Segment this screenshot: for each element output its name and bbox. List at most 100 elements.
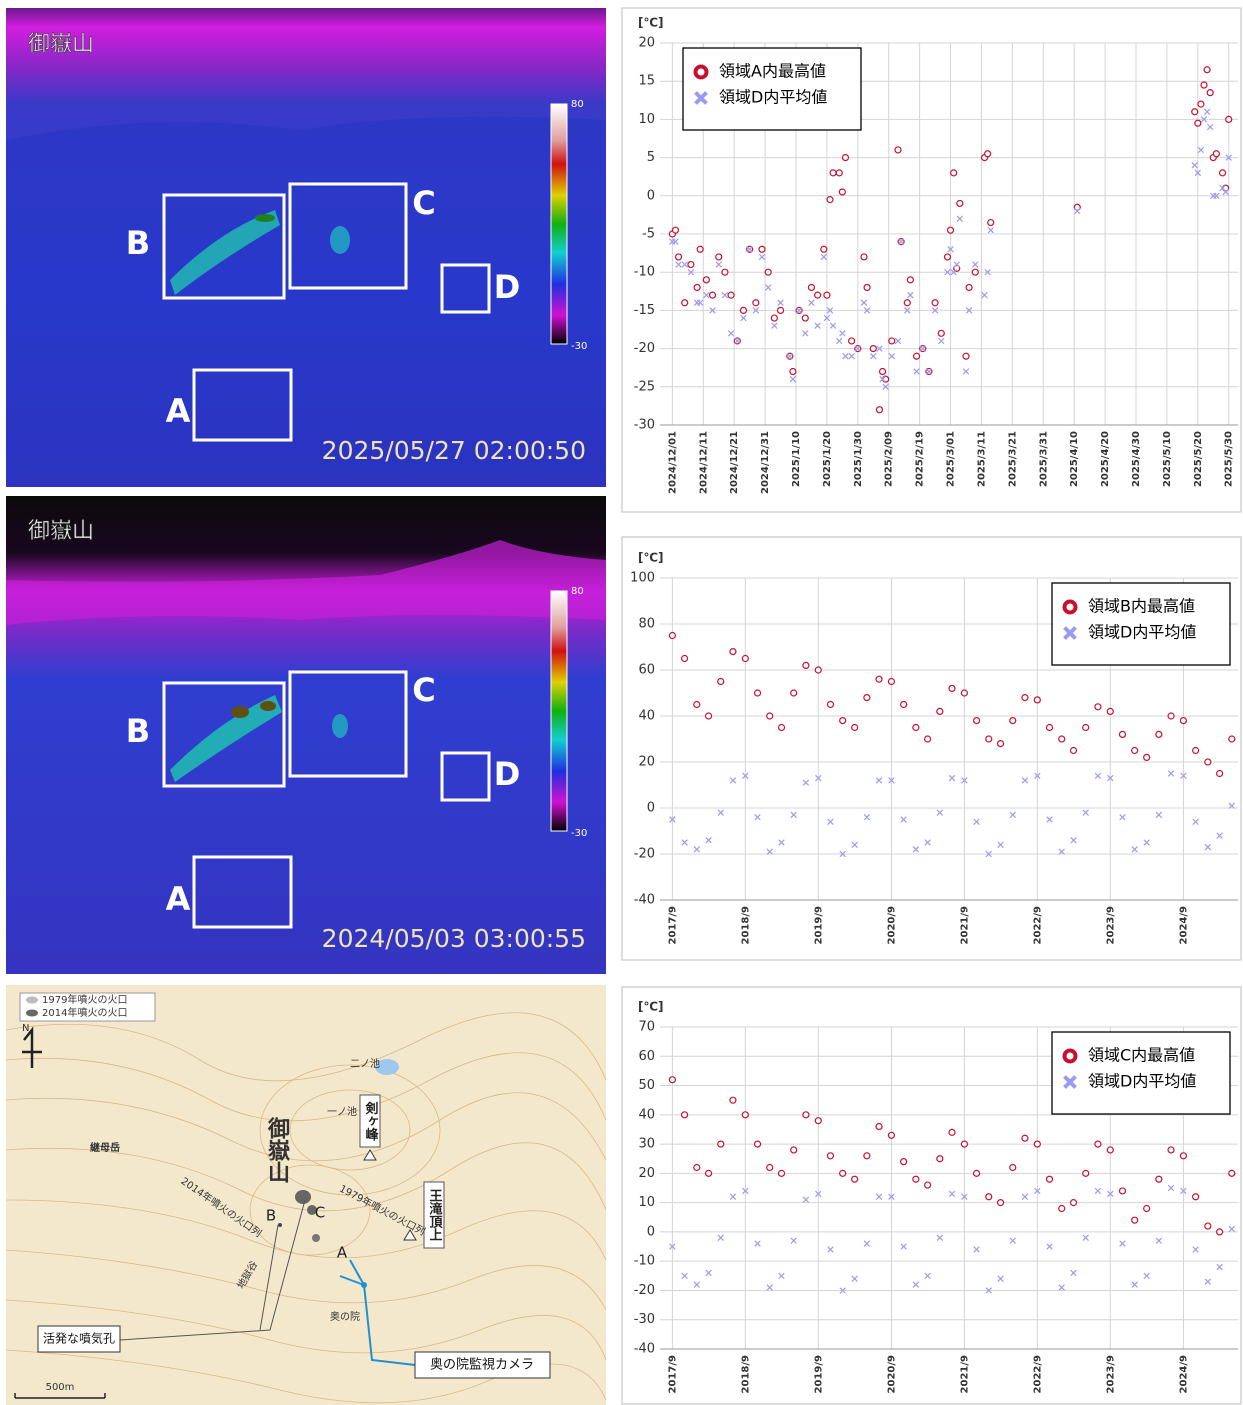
data-point bbox=[687, 268, 695, 276]
callout bbox=[359, 1094, 381, 1148]
summit-marker bbox=[403, 1229, 417, 1241]
data-point bbox=[984, 268, 991, 276]
data-point bbox=[802, 330, 809, 337]
data-point bbox=[948, 774, 956, 782]
data-point bbox=[778, 839, 785, 846]
data-point bbox=[931, 307, 939, 314]
data-point bbox=[1107, 774, 1114, 782]
legend-swatch bbox=[26, 1009, 38, 1017]
data-point bbox=[900, 1158, 908, 1166]
data-point bbox=[851, 1275, 858, 1282]
x-tick-label: 2025/1/20 bbox=[822, 431, 833, 487]
data-point bbox=[693, 700, 701, 709]
data-point bbox=[1228, 1169, 1236, 1177]
data-point bbox=[1118, 730, 1127, 739]
data-point bbox=[807, 283, 816, 292]
data-point bbox=[669, 1243, 676, 1250]
x-tick-label: 2025/3/21 bbox=[1007, 431, 1018, 487]
data-point bbox=[709, 307, 716, 314]
region-box bbox=[162, 193, 286, 300]
data-point bbox=[693, 283, 701, 292]
data-point bbox=[1119, 813, 1126, 821]
camera-view bbox=[339, 1259, 416, 1366]
data-point bbox=[1045, 723, 1054, 732]
data-point bbox=[1143, 753, 1151, 762]
thermal-image: 御嶽山 A B C D 80 -30 2024/05/03 03:00:55 bbox=[6, 496, 606, 974]
data-point bbox=[950, 169, 958, 177]
x-tick-label: 2024/9 bbox=[1178, 906, 1189, 944]
data-point bbox=[996, 1199, 1005, 1207]
y-tick-label: 60 bbox=[638, 663, 655, 678]
data-point bbox=[1058, 1284, 1065, 1291]
data-point bbox=[839, 850, 846, 858]
data-point bbox=[1082, 1169, 1090, 1177]
image-title: 御嶽山 bbox=[28, 519, 94, 544]
data-point bbox=[906, 276, 914, 284]
data-point bbox=[764, 268, 772, 276]
data-point bbox=[854, 345, 862, 352]
data-point bbox=[764, 284, 772, 291]
north-label: N bbox=[22, 1023, 29, 1034]
data-point bbox=[693, 1163, 701, 1172]
data-point bbox=[919, 345, 926, 352]
summit-marker bbox=[363, 1149, 377, 1161]
data-point bbox=[965, 307, 973, 314]
data-point bbox=[1203, 108, 1211, 115]
data-point bbox=[956, 199, 964, 208]
data-point bbox=[820, 245, 828, 253]
data-point bbox=[1197, 146, 1205, 154]
legend-marker bbox=[1063, 626, 1077, 640]
data-point bbox=[674, 253, 683, 261]
data-point bbox=[875, 406, 884, 414]
data-point bbox=[826, 700, 835, 709]
data-point bbox=[1021, 693, 1029, 702]
data-point bbox=[1212, 150, 1220, 158]
data-point bbox=[936, 707, 944, 716]
hot-spot bbox=[255, 214, 275, 222]
data-point bbox=[863, 1240, 871, 1247]
y-tick-label: 10 bbox=[638, 112, 655, 127]
legend-label: 1979年噴火の火口 bbox=[42, 993, 127, 1006]
data-point bbox=[987, 226, 994, 234]
data-point bbox=[826, 1152, 835, 1160]
data-point bbox=[1204, 843, 1212, 851]
data-point bbox=[823, 291, 831, 299]
x-tick-label: 2019/9 bbox=[813, 1355, 824, 1393]
data-point bbox=[869, 345, 877, 353]
data-point bbox=[696, 299, 704, 306]
data-point bbox=[1192, 818, 1199, 826]
y-tick-label: -30 bbox=[634, 418, 655, 433]
data-point bbox=[960, 689, 968, 697]
x-tick-label: 2025/4/30 bbox=[1131, 431, 1142, 487]
data-point bbox=[1107, 1190, 1114, 1198]
data-point bbox=[741, 654, 749, 663]
data-point bbox=[960, 1140, 968, 1148]
crater bbox=[312, 1234, 320, 1242]
region-box bbox=[440, 263, 491, 314]
data-point bbox=[987, 218, 995, 227]
data-point bbox=[985, 735, 993, 743]
data-point bbox=[721, 291, 729, 299]
data-point bbox=[936, 1234, 944, 1241]
data-point bbox=[972, 261, 979, 268]
data-point bbox=[675, 261, 682, 268]
x-tick-label: 2025/5/30 bbox=[1224, 431, 1235, 487]
data-point bbox=[1082, 1234, 1089, 1241]
data-point bbox=[1225, 154, 1232, 161]
data-point bbox=[820, 253, 828, 261]
data-point bbox=[1143, 1204, 1151, 1213]
y-tick-label: 15 bbox=[638, 74, 655, 89]
data-point bbox=[1192, 1193, 1200, 1201]
data-point bbox=[948, 684, 956, 693]
data-point bbox=[860, 253, 868, 261]
data-point bbox=[903, 299, 911, 307]
y-tick-label: -30 bbox=[634, 1312, 655, 1327]
y-tick-label: 70 bbox=[638, 1020, 655, 1035]
data-point bbox=[741, 1111, 749, 1119]
data-point bbox=[875, 1122, 883, 1131]
y-tick-label: 60 bbox=[638, 1049, 655, 1064]
data-point bbox=[1143, 1272, 1150, 1280]
x-tick-label: 2021/9 bbox=[959, 906, 970, 944]
region-label: D bbox=[494, 755, 521, 793]
x-tick-label: 2025/5/20 bbox=[1193, 431, 1204, 487]
